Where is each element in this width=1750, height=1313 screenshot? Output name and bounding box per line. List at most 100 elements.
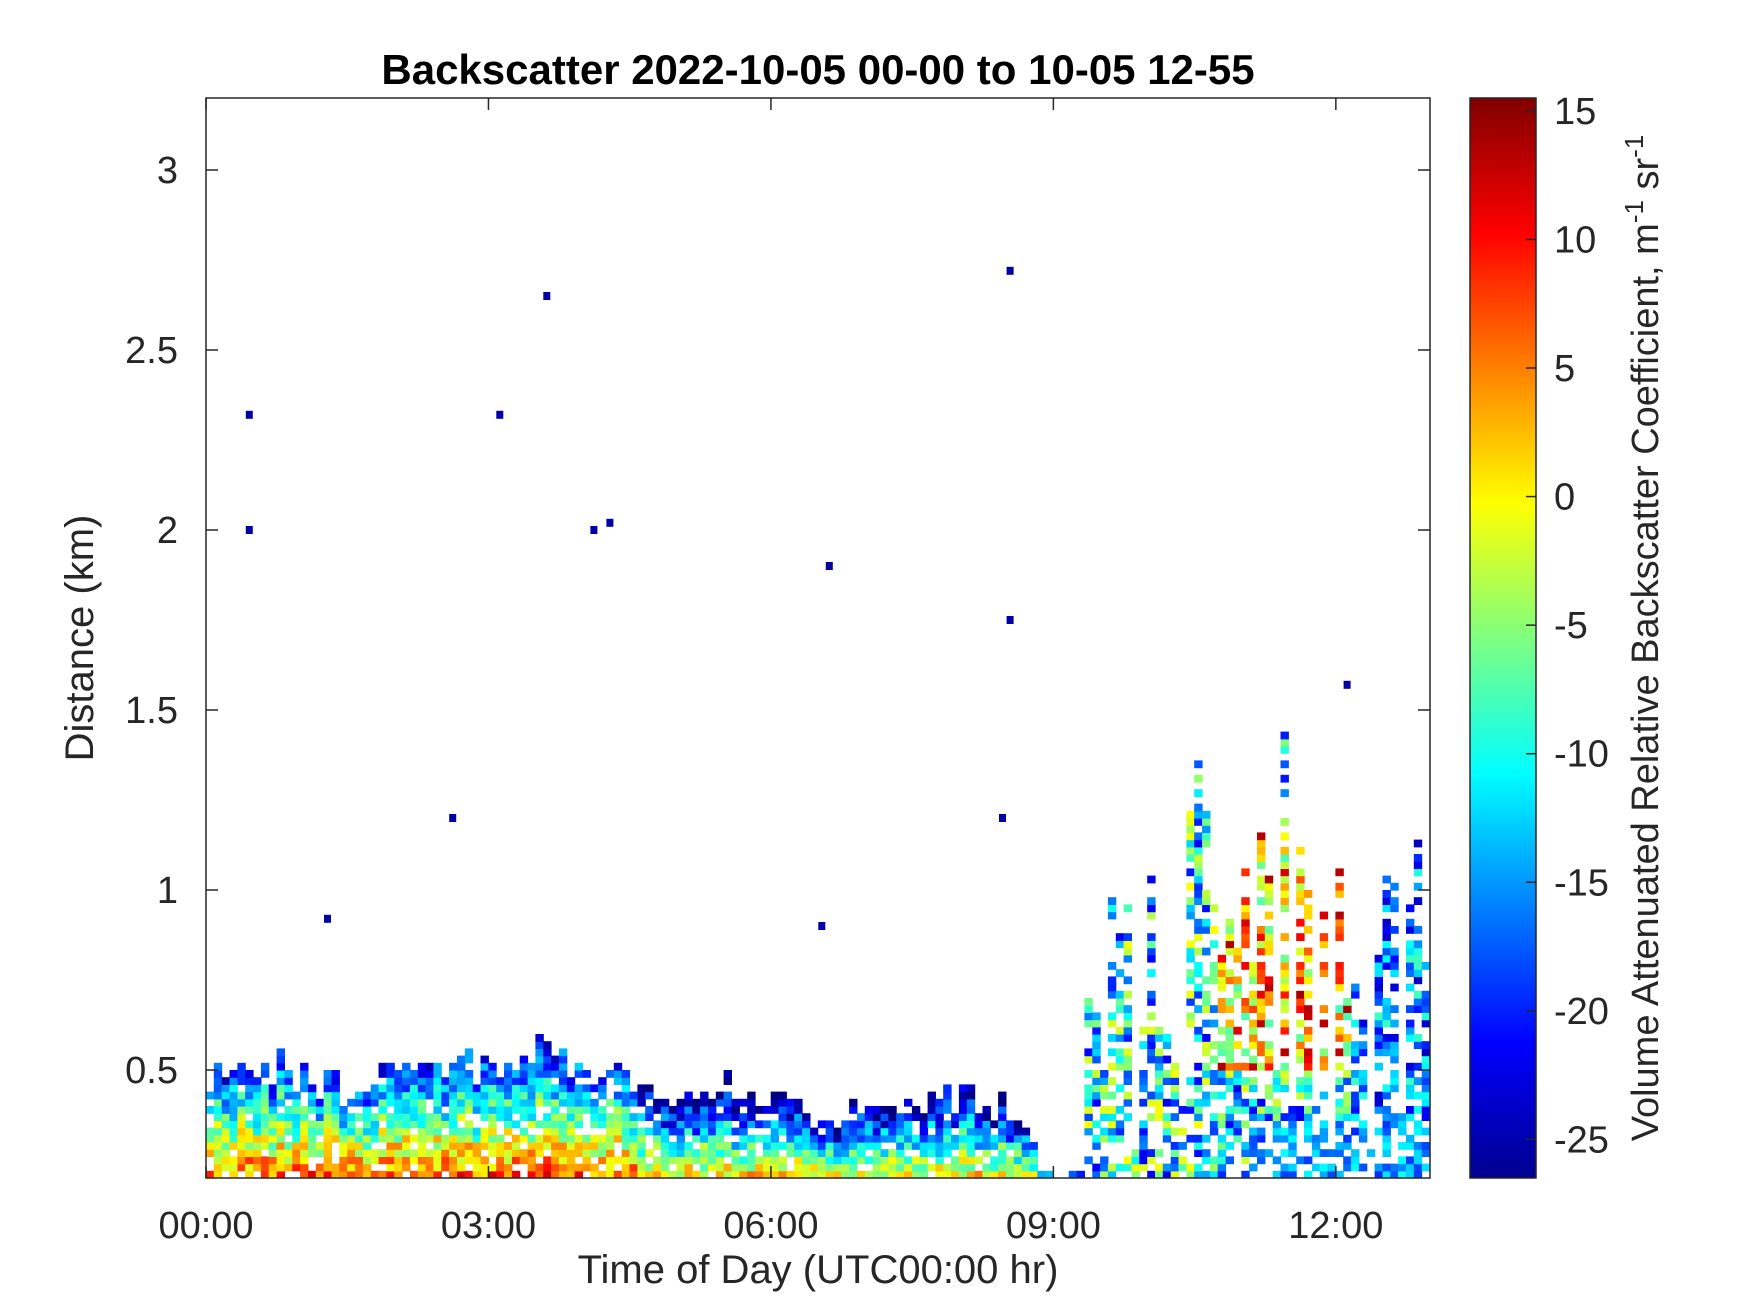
heat-cell [1249, 1113, 1258, 1121]
heat-cell [402, 1156, 411, 1165]
heat-cell [1280, 1084, 1289, 1093]
heat-cell [731, 1106, 740, 1114]
heat-cell [1413, 839, 1423, 848]
heat-cell [974, 1120, 983, 1129]
heat-cell [606, 1127, 615, 1136]
heat-cell [1374, 1098, 1383, 1107]
heat-cell [1296, 1005, 1305, 1013]
heat-cell [1390, 983, 1399, 992]
heat-cell [480, 1142, 489, 1150]
heat-cell [527, 1062, 536, 1071]
heat-cell [213, 1084, 223, 1093]
heat-cell [880, 1120, 889, 1129]
heat-cell [1225, 1142, 1234, 1150]
heat-cell [1241, 1048, 1250, 1057]
heat-cell [1249, 1055, 1258, 1064]
heat-cell [794, 1156, 803, 1165]
heat-cell [1155, 1098, 1164, 1107]
heat-cell [606, 1142, 615, 1150]
heat-cell [1413, 897, 1423, 905]
heat-cell [1147, 1149, 1156, 1157]
heat-cell [1241, 897, 1250, 905]
heat-cell [574, 1134, 583, 1143]
heat-cell [762, 1149, 772, 1157]
heat-cell [653, 1170, 662, 1178]
heat-cell [1170, 1098, 1180, 1107]
heat-cell [1413, 1077, 1423, 1085]
heat-cell [786, 1134, 795, 1143]
heat-cell [904, 1120, 913, 1129]
heat-cell [245, 1127, 254, 1136]
heat-cell [1225, 1034, 1234, 1042]
heat-cell [551, 1070, 560, 1078]
heat-cell [558, 1163, 568, 1172]
heat-cell [386, 1142, 395, 1150]
heat-cell [1358, 1134, 1368, 1143]
heat-cell [1343, 1077, 1352, 1085]
heat-cell [998, 1170, 1007, 1178]
heat-cell [574, 1106, 583, 1114]
heat-cell [935, 1170, 944, 1178]
heat-cell [213, 1113, 223, 1121]
heat-cell [1429, 954, 1430, 963]
heat-cell [535, 1041, 544, 1049]
heat-cell [998, 1149, 1007, 1157]
heat-cell [1202, 1070, 1211, 1078]
heat-cell [488, 1120, 497, 1129]
heat-cell [660, 1127, 670, 1136]
heat-cell [464, 1156, 474, 1165]
heat-cell [621, 1113, 631, 1121]
heat-cell [990, 1163, 999, 1172]
heat-cell [794, 1098, 803, 1107]
heat-cell [786, 1120, 795, 1129]
heat-cell [1335, 1012, 1344, 1021]
heat-cell [527, 1070, 536, 1078]
heat-cell [857, 1149, 866, 1157]
heat-cell [1107, 976, 1117, 985]
heat-cell [268, 1163, 278, 1172]
heat-cell [339, 1127, 348, 1136]
heat-cell [1358, 1019, 1368, 1028]
heat-cell [425, 1120, 434, 1129]
heat-cell [857, 1170, 866, 1178]
heat-cell [315, 1106, 325, 1114]
heat-cell [488, 1084, 497, 1093]
heat-cell [668, 1142, 678, 1150]
heat-cell [904, 1113, 913, 1121]
heat-cell [1107, 1120, 1117, 1129]
heat-cell [849, 1156, 858, 1165]
heat-cell [1233, 1120, 1242, 1129]
heat-cell [1429, 1077, 1430, 1085]
heat-cell [1390, 1070, 1399, 1078]
heat-cell [1013, 1149, 1023, 1157]
heat-cell [417, 1127, 427, 1136]
heat-cell [1406, 962, 1415, 970]
heat-cell [535, 1055, 544, 1064]
heat-cell [778, 1163, 787, 1172]
heat-cell [519, 1098, 529, 1107]
heat-cell [966, 1163, 976, 1172]
heat-cell [1382, 1091, 1391, 1100]
heat-cell [237, 1149, 246, 1157]
heat-cell [519, 1127, 529, 1136]
heat-cell [1123, 1113, 1132, 1121]
heat-cell [1390, 1170, 1399, 1178]
heat-cell [919, 1113, 929, 1121]
heat-cell [1351, 1048, 1360, 1057]
heat-cell [574, 1163, 583, 1172]
heat-cell [613, 1170, 623, 1178]
heat-cell [394, 1134, 403, 1143]
heat-cell [1225, 1048, 1234, 1057]
heat-cell [1209, 940, 1219, 949]
heat-cell [1257, 1134, 1266, 1143]
heat-cell [1390, 1163, 1399, 1172]
heat-cell [504, 1120, 513, 1129]
heat-cell [629, 1127, 638, 1136]
heat-cell [747, 1156, 756, 1165]
heat-cell [715, 1142, 725, 1150]
heat-cell [802, 1149, 811, 1157]
heat-cell [825, 1149, 834, 1157]
heat-cell [1421, 1098, 1430, 1107]
heat-cell [1257, 1127, 1266, 1136]
heat-cell [253, 1127, 262, 1136]
